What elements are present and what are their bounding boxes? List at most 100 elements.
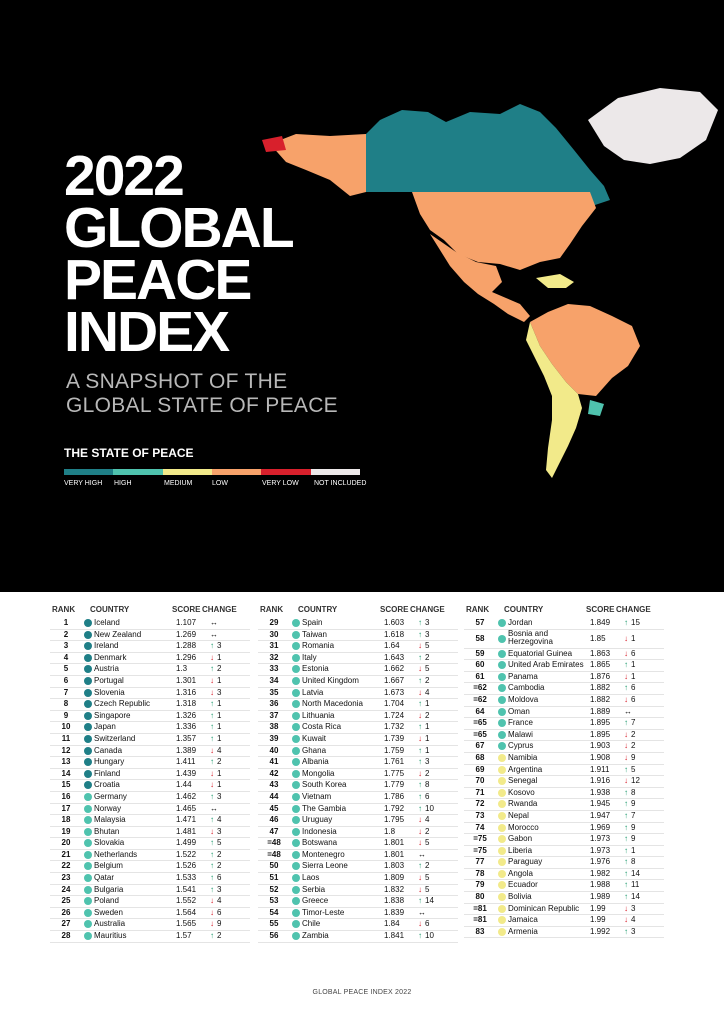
- change-value: 1: [631, 633, 636, 643]
- change-value: 12: [631, 776, 640, 786]
- change-cell: ↓ 1: [210, 780, 221, 790]
- country-cell: Austria: [94, 664, 119, 674]
- arrow-up-icon: ↑: [624, 892, 628, 902]
- score-cell: 1.704: [384, 699, 405, 709]
- country-cell: Japan: [94, 722, 116, 732]
- arrow-down-icon: ↓: [418, 826, 422, 836]
- rank-cell: 6: [63, 675, 69, 685]
- peace-level-dot: [292, 827, 300, 836]
- table-row: 23 Qatar 1.533 ↑ 6: [50, 873, 250, 885]
- rank-cell: 72: [475, 799, 485, 809]
- score-cell: 1.107: [176, 618, 197, 627]
- peace-level-dot: [84, 874, 92, 883]
- country-cell: North Macedonia: [302, 699, 363, 709]
- country-cell: Rwanda: [508, 799, 538, 809]
- country-cell: Italy: [302, 652, 317, 662]
- arrow-up-icon: ↑: [210, 838, 214, 848]
- country-cell: Serbia: [302, 884, 326, 894]
- score-cell: 1.336: [176, 722, 197, 732]
- table-header: RANK COUNTRY SCORE CHANGE: [258, 604, 458, 618]
- country-cell: Panama: [508, 671, 538, 681]
- change-value: 1: [217, 722, 222, 732]
- table-row: 31 Romania 1.64 ↓ 5: [258, 641, 458, 653]
- score-cell: 1.526: [176, 861, 197, 871]
- rank-cell: 77: [475, 857, 485, 867]
- peace-level-dot: [498, 835, 506, 844]
- table-row: 28 Mauritius 1.57 ↑ 2: [50, 931, 250, 943]
- score-cell: 1.565: [176, 919, 197, 929]
- change-value: 10: [425, 803, 434, 813]
- score-cell: 1.462: [176, 791, 197, 801]
- peace-level-dot: [498, 858, 506, 867]
- country-cell: Botswana: [302, 838, 338, 848]
- score-cell: 1.269: [176, 629, 197, 639]
- table-row: 40 Ghana 1.759 ↑ 1: [258, 746, 458, 758]
- change-value: 1: [217, 652, 222, 662]
- arrow-up-icon: ↑: [418, 629, 422, 639]
- rank-cell: 51: [269, 873, 279, 883]
- arrow-down-icon: ↓: [418, 815, 422, 825]
- peace-level-dot: [292, 758, 300, 767]
- arrow-down-icon: ↓: [418, 768, 422, 778]
- arrow-up-icon: ↑: [624, 845, 628, 855]
- country-cell: Switzerland: [94, 733, 136, 743]
- rank-cell: 13: [61, 757, 71, 767]
- score-cell: 1.761: [384, 757, 405, 767]
- score-cell: 1.288: [176, 641, 197, 651]
- country-cell: Namibia: [508, 752, 538, 762]
- score-cell: 1.64: [384, 641, 400, 651]
- table-row: 27 Australia 1.565 ↓ 9: [50, 919, 250, 932]
- score-cell: 1.552: [176, 896, 197, 906]
- country-cell: South Korea: [302, 780, 347, 790]
- header-country: COUNTRY: [504, 605, 544, 614]
- country-cell: Ireland: [94, 641, 119, 651]
- change-value: 6: [631, 648, 636, 658]
- score-cell: 1.882: [590, 683, 611, 693]
- table-row: 79 Ecuador 1.988 ↑ 11: [464, 880, 664, 893]
- peace-level-dot: [498, 730, 506, 739]
- peace-level-dot: [498, 823, 506, 832]
- arrow-up-icon: ↑: [210, 733, 214, 743]
- header-rank: RANK: [52, 605, 76, 614]
- arrow-up-icon: ↑: [624, 857, 628, 867]
- change-cell: ↑ 8: [418, 780, 429, 790]
- change-value: 1: [425, 699, 430, 709]
- country-cell: Paraguay: [508, 857, 543, 867]
- change-cell: ↓ 3: [210, 688, 221, 698]
- country-cell: Gabon: [508, 834, 533, 844]
- table-row: 5 Austria 1.3 ↑ 2: [50, 664, 250, 676]
- change-value: 6: [217, 873, 222, 883]
- peace-level-dot: [292, 850, 300, 859]
- change-cell: ↑ 9: [624, 834, 635, 844]
- peace-level-dot: [498, 707, 506, 716]
- legend-label: LOW: [212, 480, 228, 487]
- header-rank: RANK: [466, 605, 490, 614]
- country-cell: Costa Rica: [302, 722, 342, 732]
- country-cell: Qatar: [94, 873, 115, 883]
- arrow-down-icon: ↓: [210, 896, 214, 906]
- change-value: 1: [631, 845, 636, 855]
- table-row: 12 Canada 1.389 ↓ 4: [50, 746, 250, 758]
- change-value: 8: [631, 857, 636, 867]
- arrow-down-icon: ↓: [418, 919, 422, 929]
- country-cell: Netherlands: [94, 849, 138, 859]
- rank-cell: 50: [269, 861, 279, 871]
- legend-title: THE STATE OF PEACE: [64, 446, 194, 460]
- rank-cell: 9: [63, 710, 69, 720]
- table-row: 59 Equatorial Guinea 1.863 ↓ 6: [464, 649, 664, 661]
- map-south-america-west: [526, 322, 582, 478]
- score-cell: 1.662: [384, 664, 405, 674]
- rank-cell: 22: [61, 861, 71, 871]
- rank-cell: 54: [269, 907, 279, 917]
- peace-level-dot: [84, 862, 92, 871]
- country-cell: Bhutan: [94, 826, 120, 836]
- score-cell: 1.724: [384, 710, 405, 720]
- change-value: 2: [425, 861, 430, 871]
- rank-cell: 25: [61, 896, 71, 906]
- peace-level-dot: [84, 758, 92, 767]
- rank-cell: 18: [61, 815, 71, 825]
- table-row: 9 Singapore 1.326 ↑ 1: [50, 711, 250, 723]
- score-cell: 1.439: [176, 768, 197, 778]
- arrow-up-icon: ↑: [624, 660, 628, 670]
- peace-level-dot: [292, 711, 300, 720]
